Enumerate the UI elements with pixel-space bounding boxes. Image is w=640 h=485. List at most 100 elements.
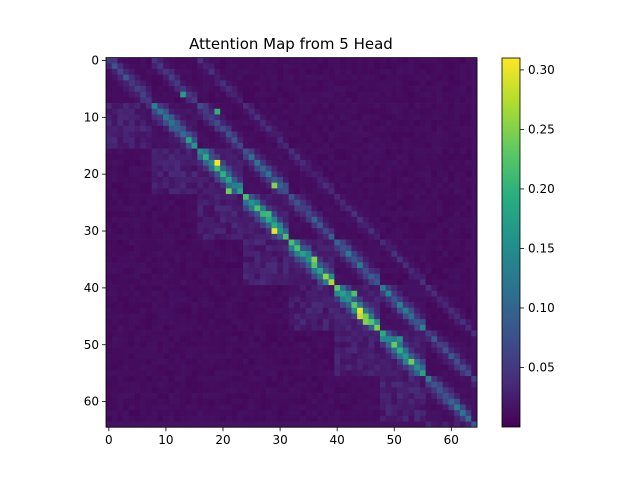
heatmap-cell — [311, 63, 318, 70]
heatmap-cell — [203, 296, 210, 303]
heatmap-cell — [391, 319, 398, 326]
heatmap-cell — [277, 91, 284, 98]
heatmap-cell — [385, 290, 392, 297]
heatmap-cell — [362, 415, 369, 422]
heatmap-cell — [265, 358, 272, 366]
heatmap-cell — [145, 216, 153, 223]
heatmap-cell — [465, 262, 472, 269]
heatmap-cell — [151, 57, 158, 64]
heatmap-cell — [254, 171, 261, 178]
heatmap-cell — [117, 239, 124, 246]
heatmap-cell — [442, 256, 449, 263]
heatmap-cell — [334, 114, 341, 121]
heatmap-cell — [414, 336, 421, 343]
heatmap-cell — [465, 142, 472, 149]
heatmap-cell — [134, 302, 141, 309]
heatmap-cell — [140, 336, 147, 343]
heatmap-cell — [317, 285, 324, 292]
heatmap-cell — [214, 364, 221, 371]
heatmap-cell — [140, 319, 147, 326]
heatmap-cell — [174, 211, 181, 218]
heatmap-cell — [448, 194, 455, 201]
heatmap-cell — [442, 57, 449, 64]
heatmap-cell — [454, 154, 461, 161]
heatmap-cell — [208, 398, 215, 405]
heatmap-cell — [151, 68, 158, 76]
heatmap-cell — [362, 205, 369, 212]
heatmap-cell — [106, 216, 113, 223]
heatmap-cell — [431, 256, 438, 263]
heatmap-cell — [282, 182, 289, 189]
heatmap-cell — [288, 57, 295, 64]
heatmap-cell — [260, 330, 267, 337]
heatmap-cell — [123, 250, 130, 257]
heatmap-cell — [168, 313, 175, 320]
heatmap-cell — [214, 302, 221, 309]
heatmap-cell — [317, 370, 324, 377]
heatmap-cell — [214, 171, 221, 178]
heatmap-cell — [271, 211, 278, 218]
heatmap-cell — [157, 57, 164, 64]
heatmap-cell — [117, 177, 124, 184]
heatmap-cell — [379, 108, 387, 115]
heatmap-cell — [185, 165, 192, 172]
heatmap-cell — [362, 262, 369, 269]
heatmap-cell — [419, 80, 426, 87]
heatmap-cell — [305, 256, 312, 263]
heatmap-cell — [425, 302, 432, 309]
heatmap-cell — [437, 97, 444, 104]
heatmap-cell — [454, 194, 461, 201]
heatmap-cell — [123, 285, 130, 292]
heatmap-cell — [168, 381, 175, 388]
heatmap-cell — [465, 97, 472, 104]
heatmap-cell — [385, 376, 392, 383]
heatmap-cell — [185, 302, 192, 309]
heatmap-cell — [465, 336, 472, 343]
heatmap-cell — [345, 330, 352, 337]
heatmap-cell — [185, 262, 192, 269]
heatmap-cell — [157, 256, 164, 263]
heatmap-cell — [174, 131, 181, 138]
heatmap-cell — [231, 256, 238, 263]
heatmap-cell — [277, 171, 284, 178]
heatmap-cell — [300, 216, 307, 223]
heatmap-cell — [368, 165, 375, 172]
heatmap-cell — [437, 114, 444, 121]
heatmap-cell — [437, 159, 444, 166]
heatmap-cell — [328, 142, 335, 149]
heatmap-cell — [123, 148, 130, 155]
heatmap-cell — [225, 159, 232, 166]
heatmap-cell — [180, 228, 187, 235]
x-tick-label: 50 — [387, 433, 402, 447]
heatmap-cell — [414, 154, 421, 161]
heatmap-cell — [174, 142, 181, 149]
heatmap-cell — [163, 267, 170, 275]
heatmap-cell — [208, 330, 215, 337]
heatmap-cell — [465, 148, 472, 155]
heatmap-cell — [111, 262, 118, 269]
heatmap-cell — [322, 68, 329, 76]
heatmap-cell — [282, 262, 289, 269]
heatmap-cell — [123, 347, 130, 354]
heatmap-cell — [408, 319, 415, 326]
heatmap-cell — [357, 103, 364, 110]
heatmap-cell — [145, 125, 153, 132]
heatmap-cell — [106, 159, 113, 166]
heatmap-cell — [362, 125, 369, 132]
heatmap-cell — [317, 103, 324, 110]
heatmap-cell — [128, 290, 135, 297]
heatmap-cell — [334, 222, 341, 229]
heatmap-cell — [448, 330, 455, 337]
heatmap-cell — [277, 131, 284, 138]
heatmap-cell — [231, 120, 238, 127]
heatmap-cell — [157, 353, 164, 360]
heatmap-cell — [402, 415, 409, 422]
heatmap-cell — [362, 364, 369, 371]
heatmap-cell — [168, 177, 175, 184]
heatmap-cell — [357, 341, 364, 348]
heatmap-cell — [300, 125, 307, 132]
heatmap-cell — [220, 86, 227, 93]
heatmap-cell — [322, 296, 329, 303]
heatmap-cell — [237, 290, 244, 297]
heatmap-cell — [288, 262, 295, 269]
